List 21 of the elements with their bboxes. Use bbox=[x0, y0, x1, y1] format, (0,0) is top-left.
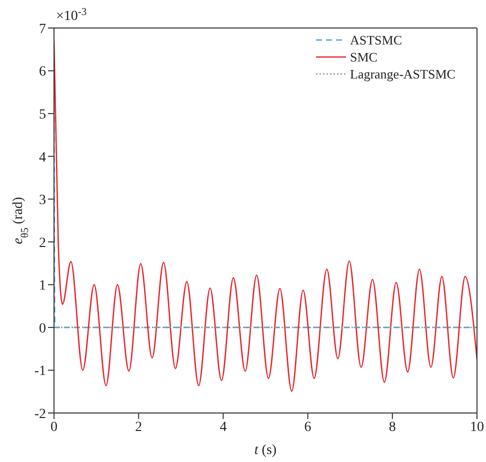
y-tick-label: -1 bbox=[34, 364, 46, 380]
x-tick-label: 0 bbox=[50, 420, 58, 435]
x-tick-label: 2 bbox=[135, 420, 142, 435]
legend-label: SMC bbox=[350, 50, 378, 64]
x-tick-label: 4 bbox=[220, 420, 227, 435]
y-tick-label: 4 bbox=[39, 150, 46, 166]
y-tick-label: 1 bbox=[39, 278, 46, 294]
y-tick-label: 2 bbox=[39, 236, 46, 251]
legend-label: Lagrange-ASTSMC bbox=[350, 66, 456, 82]
y-tick-label: 0 bbox=[39, 321, 46, 336]
text: ×10$^{-3}$ bbox=[56, 6, 87, 24]
y-tick-label: 7 bbox=[39, 22, 46, 37]
x-tick-label: 6 bbox=[304, 420, 312, 435]
x-tick-label: 8 bbox=[388, 420, 396, 435]
legend-label: ASTSMC bbox=[350, 32, 402, 48]
y-tick-label: 5 bbox=[39, 108, 46, 123]
x-axis-title: t (s) bbox=[254, 443, 277, 458]
y-tick-label: 3 bbox=[39, 193, 46, 208]
x-tick-label: 10 bbox=[470, 420, 484, 435]
y-tick-label: -2 bbox=[34, 406, 46, 422]
y-tick-label: 6 bbox=[39, 64, 46, 80]
